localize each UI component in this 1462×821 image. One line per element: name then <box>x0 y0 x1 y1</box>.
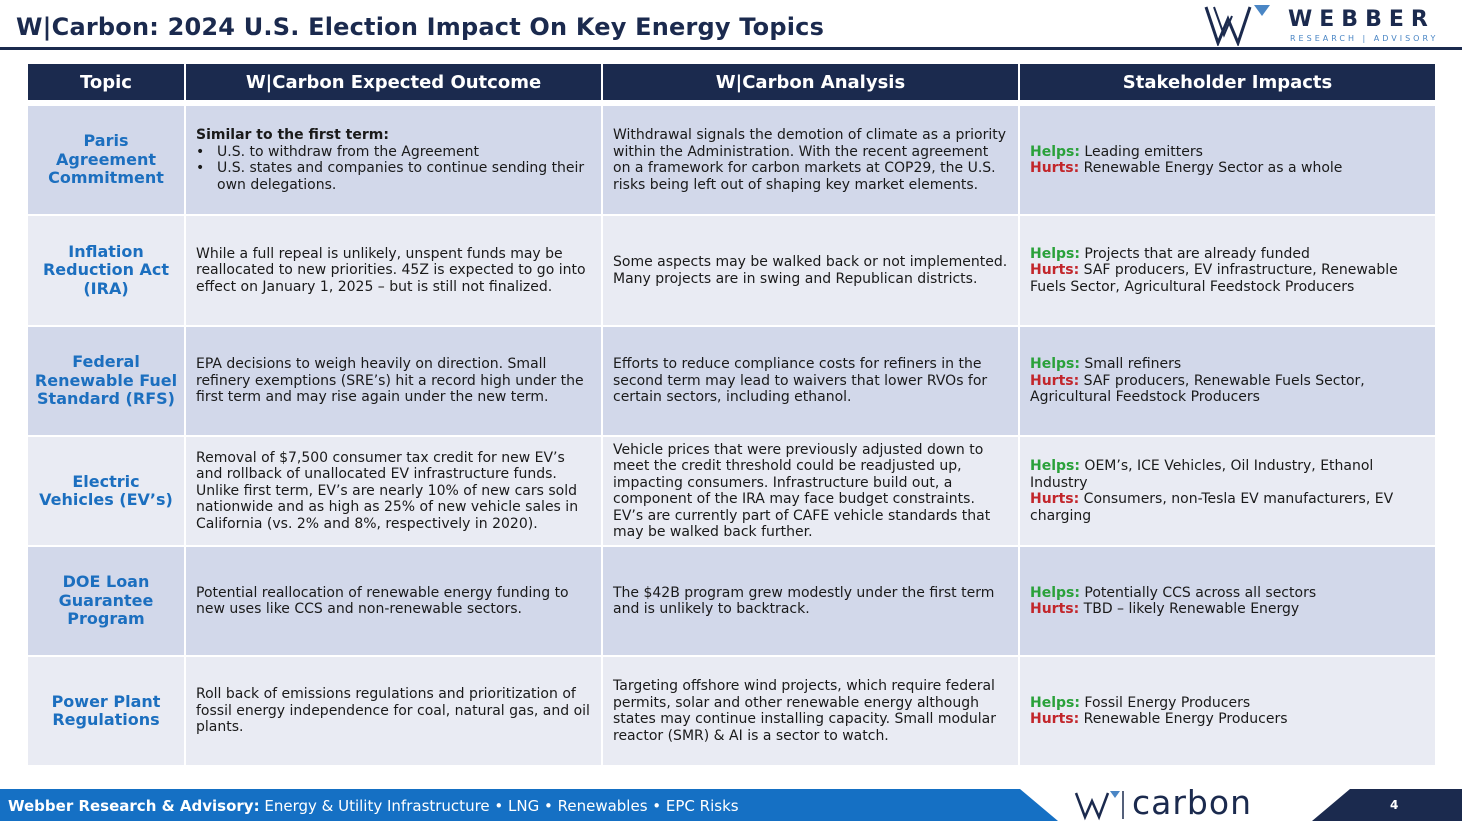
footer-bar <box>0 789 1058 821</box>
footer-firm: Webber Research & Advisory: <box>8 797 260 815</box>
column-header: W|Carbon Expected Outcome <box>184 62 603 102</box>
hurts-label: Hurts: <box>1030 262 1080 279</box>
hurts-value: Renewable Energy Sector as a whole <box>1083 160 1343 176</box>
outcome-cell: While a full repeal is unlikely, unspent… <box>184 214 603 327</box>
helps-label: Helps: <box>1030 584 1080 601</box>
impact-cell: Helps: Leading emitters Hurts: Renewable… <box>1018 104 1437 216</box>
table-row: Paris Agreement Commitment Similar to th… <box>26 104 1437 216</box>
analysis-cell: Efforts to reduce compliance costs for r… <box>601 325 1020 437</box>
footer-services: Energy & Utility Infrastructure • LNG • … <box>264 797 739 815</box>
impact-cell: Helps: Fossil Energy Producers Hurts: Re… <box>1018 655 1437 767</box>
logo-wordmark: WEBBER <box>1288 7 1435 32</box>
helps-label: Helps: <box>1030 356 1080 373</box>
column-header: Topic <box>26 62 186 102</box>
hurts-value: TBD – likely Renewable Energy <box>1083 601 1300 617</box>
hurts-line: Hurts: SAF producers, Renewable Fuels Se… <box>1030 373 1425 406</box>
webber-w-mark-icon <box>1204 5 1270 46</box>
footer-logo-text: carbon <box>1132 783 1252 821</box>
outcome-cell: EPA decisions to weigh heavily on direct… <box>184 325 603 437</box>
outcome-cell: Potential reallocation of renewable ener… <box>184 545 603 657</box>
outcome-cell: Removal of $7,500 consumer tax credit fo… <box>184 435 603 547</box>
helps-value: Potentially CCS across all sectors <box>1084 584 1317 601</box>
impact-cell: Helps: Projects that are already funded … <box>1018 214 1437 327</box>
list-item: U.S. states and companies to continue se… <box>196 160 591 193</box>
helps-label: Helps: <box>1030 458 1080 474</box>
helps-value: Small refiners <box>1084 356 1182 373</box>
hurts-line: Hurts: SAF producers, EV infrastructure,… <box>1030 262 1425 295</box>
topic-cell: Power Plant Regulations <box>26 655 186 767</box>
helps-line: Helps: OEM’s, ICE Vehicles, Oil Industry… <box>1030 458 1425 491</box>
footer-tagline: Webber Research & Advisory: Energy & Uti… <box>8 797 739 815</box>
helps-label: Helps: <box>1030 143 1080 160</box>
hurts-line: Hurts: Renewable Energy Sector as a whol… <box>1030 160 1425 177</box>
outcome-lead: Similar to the first term: <box>196 127 389 143</box>
helps-line: Helps: Fossil Energy Producers <box>1030 695 1425 712</box>
topic-cell: Electric Vehicles (EV’s) <box>26 435 186 547</box>
page-number: 4 <box>1390 798 1399 812</box>
hurts-value: Consumers, non-Tesla EV manufacturers, E… <box>1030 491 1394 524</box>
footer: Webber Research & Advisory: Energy & Uti… <box>0 783 1462 821</box>
table-row: DOE Loan Guarantee Program Potential rea… <box>26 545 1437 657</box>
helps-line: Helps: Potentially CCS across all sector… <box>1030 585 1425 602</box>
hurts-line: Hurts: TBD – likely Renewable Energy <box>1030 601 1425 618</box>
helps-line: Helps: Leading emitters <box>1030 144 1425 161</box>
column-header: W|Carbon Analysis <box>601 62 1020 102</box>
hurts-value: Renewable Energy Producers <box>1083 711 1288 727</box>
analysis-cell: The $42B program grew modestly under the… <box>601 545 1020 657</box>
topic-cell: Federal Renewable Fuel Standard (RFS) <box>26 325 186 437</box>
hurts-line: Hurts: Renewable Energy Producers <box>1030 711 1425 728</box>
impact-cell: Helps: Small refiners Hurts: SAF produce… <box>1018 325 1437 437</box>
w-mark-icon <box>1074 791 1124 821</box>
hurts-value: SAF producers, Renewable Fuels Sector, A… <box>1030 372 1365 406</box>
analysis-cell: Vehicle prices that were previously adju… <box>601 435 1020 547</box>
helps-value: Projects that are already funded <box>1084 245 1310 262</box>
wcarbon-logo: carbon <box>1074 783 1304 821</box>
helps-line: Helps: Projects that are already funded <box>1030 246 1425 263</box>
outcome-cell: Similar to the first term: U.S. to withd… <box>184 104 603 216</box>
table-row: Electric Vehicles (EV’s) Removal of $7,5… <box>26 435 1437 547</box>
table-row: Inflation Reduction Act (IRA) While a fu… <box>26 214 1437 327</box>
energy-topics-table: Topic W|Carbon Expected Outcome W|Carbon… <box>26 62 1437 767</box>
column-header: Stakeholder Impacts <box>1018 62 1437 102</box>
outcome-cell: Roll back of emissions regulations and p… <box>184 655 603 767</box>
topic-cell: Paris Agreement Commitment <box>26 104 186 216</box>
topic-cell: Inflation Reduction Act (IRA) <box>26 214 186 327</box>
webber-logo: WEBBER RESEARCH | ADVISORY <box>1204 4 1454 46</box>
table-header-row: Topic W|Carbon Expected Outcome W|Carbon… <box>26 62 1437 102</box>
logo-subtitle: RESEARCH | ADVISORY <box>1290 34 1439 43</box>
hurts-label: Hurts: <box>1030 372 1080 389</box>
helps-line: Helps: Small refiners <box>1030 356 1425 373</box>
helps-value: Fossil Energy Producers <box>1084 694 1251 711</box>
title-divider <box>0 47 1462 50</box>
page-title: W|Carbon: 2024 U.S. Election Impact On K… <box>16 13 825 41</box>
table-row: Federal Renewable Fuel Standard (RFS) EP… <box>26 325 1437 437</box>
helps-label: Helps: <box>1030 245 1080 262</box>
topic-cell: DOE Loan Guarantee Program <box>26 545 186 657</box>
impact-cell: Helps: Potentially CCS across all sector… <box>1018 545 1437 657</box>
page-number-tab <box>1312 789 1462 821</box>
impact-cell: Helps: OEM’s, ICE Vehicles, Oil Industry… <box>1018 435 1437 547</box>
hurts-value: SAF producers, EV infrastructure, Renewa… <box>1030 262 1398 295</box>
helps-value: OEM’s, ICE Vehicles, Oil Industry, Ethan… <box>1030 458 1374 491</box>
outcome-bullets: U.S. to withdraw from the Agreement U.S.… <box>196 144 591 194</box>
analysis-cell: Targeting offshore wind projects, which … <box>601 655 1020 767</box>
hurts-label: Hurts: <box>1030 711 1080 727</box>
helps-value: Leading emitters <box>1084 143 1203 160</box>
hurts-label: Hurts: <box>1030 160 1080 176</box>
hurts-label: Hurts: <box>1030 601 1080 617</box>
hurts-label: Hurts: <box>1030 491 1080 507</box>
hurts-line: Hurts: Consumers, non-Tesla EV manufactu… <box>1030 491 1425 524</box>
list-item: U.S. to withdraw from the Agreement <box>196 144 591 161</box>
helps-label: Helps: <box>1030 694 1080 711</box>
analysis-cell: Some aspects may be walked back or not i… <box>601 214 1020 327</box>
analysis-cell: Withdrawal signals the demotion of clima… <box>601 104 1020 216</box>
table-row: Power Plant Regulations Roll back of emi… <box>26 655 1437 767</box>
